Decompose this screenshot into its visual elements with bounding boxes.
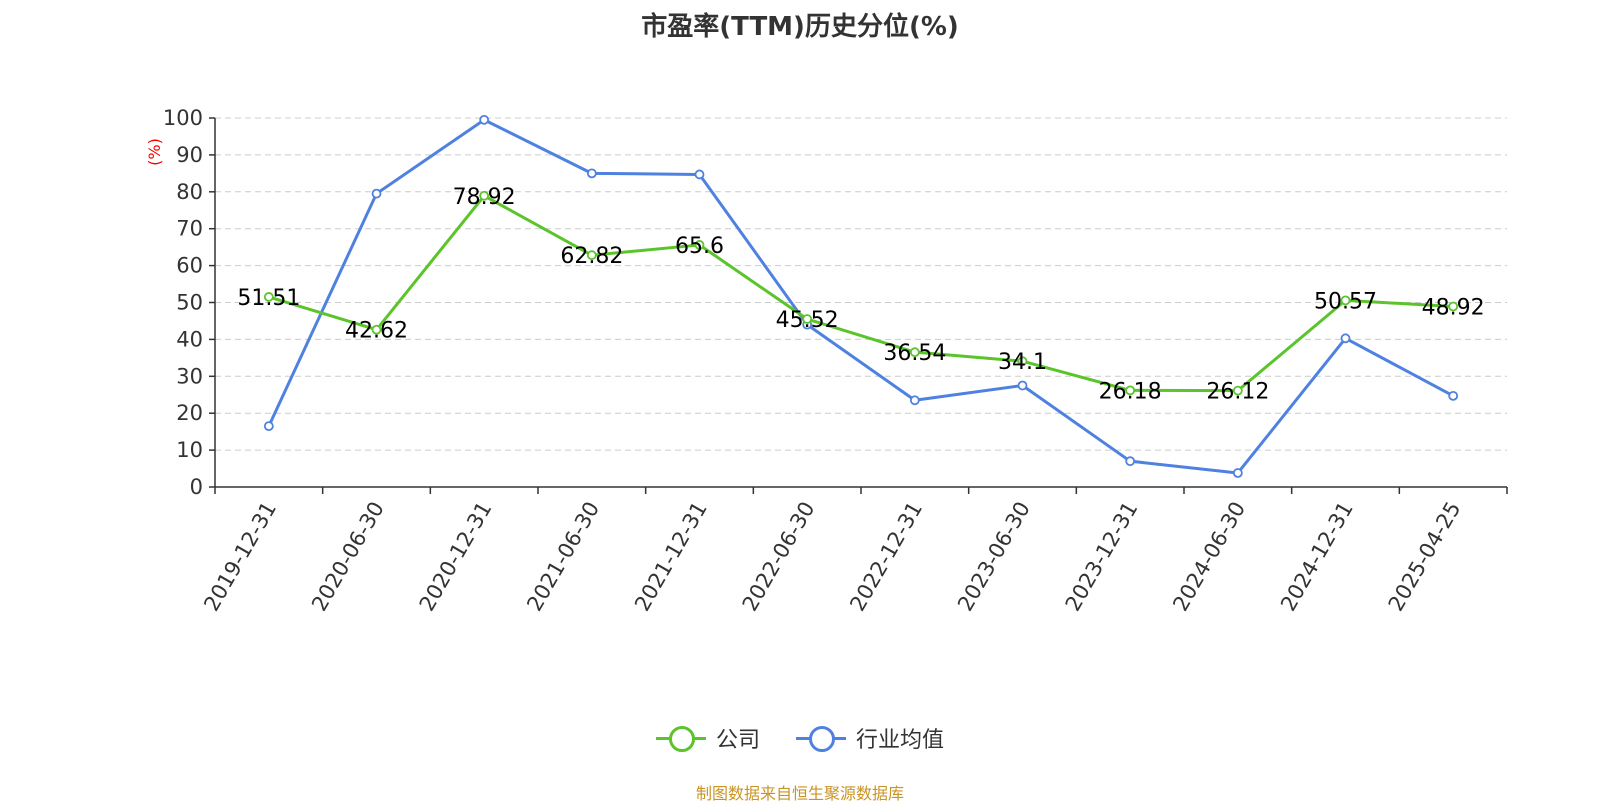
company-point: [1232, 385, 1243, 396]
legend: 公司 行业均值: [0, 722, 1600, 754]
chart-title: 市盈率(TTM)历史分位(%): [641, 12, 959, 42]
y-tick-label: 70: [176, 217, 203, 241]
legend-swatch-company: [655, 724, 706, 752]
x-tick-label: 2022-06-30: [738, 498, 820, 616]
industry-point: [909, 395, 920, 406]
data-label: 45.52: [776, 308, 839, 333]
data-label: 65.6: [675, 234, 724, 259]
company-point: [1340, 295, 1351, 306]
x-tick-label: 2022-12-31: [845, 498, 927, 616]
y-tick-label: 90: [176, 143, 203, 167]
industry-point: [1017, 380, 1028, 391]
data-label: 51.51: [237, 286, 300, 311]
axes: 0 10 20 30 40 50 60 70 80 90 100 (%) 2019-12-31 2020-…: [145, 106, 1508, 616]
industry-point: [1340, 333, 1351, 344]
industry-point: [479, 114, 490, 125]
x-tick-label: 2023-06-30: [953, 498, 1035, 616]
data-label: 78.92: [453, 185, 516, 210]
legend-label-company: 公司: [715, 728, 760, 753]
y-tick-label: 0: [190, 475, 203, 499]
company-point: [1448, 301, 1459, 312]
data-label: 26.18: [1099, 379, 1162, 404]
industry-point: [1448, 390, 1459, 401]
data-label: 36.54: [883, 341, 946, 366]
x-tick-label: 2021-12-31: [630, 498, 712, 616]
company-point: [1017, 356, 1028, 367]
industry-point: [1125, 456, 1136, 467]
company-point: [371, 324, 382, 335]
data-label: 26.12: [1206, 380, 1269, 405]
y-tick-label: 20: [176, 401, 203, 425]
data-label: 62.82: [560, 244, 623, 269]
grid-lines: [215, 117, 1507, 451]
data-label: 42.62: [345, 319, 408, 344]
source-note: 制图数据来自恒生聚源数据库: [695, 784, 904, 803]
y-tick-label: 60: [176, 254, 203, 278]
company-point: [909, 347, 920, 358]
company-point: [802, 314, 813, 324]
x-tick-label: 2021-06-30: [522, 498, 604, 616]
data-label: 48.92: [1422, 295, 1485, 320]
y-tick-label: 100: [163, 106, 203, 130]
x-tick-label: 2023-12-31: [1061, 498, 1143, 616]
company-point: [263, 292, 274, 302]
company-point: [1125, 385, 1136, 396]
y-tick-label: 30: [176, 364, 203, 388]
legend-item-company[interactable]: 公司: [655, 722, 760, 754]
y-axis-label: (%): [145, 138, 164, 166]
y-tick-label: 80: [176, 180, 203, 204]
series-lines: [263, 114, 1459, 478]
series-line-industry: [267, 118, 1454, 475]
x-tick-label: 2024-12-31: [1276, 498, 1358, 616]
company-point: [586, 250, 597, 261]
y-tick-label: 40: [176, 327, 203, 351]
company-point: [479, 190, 490, 201]
industry-point: [371, 188, 382, 199]
x-tick-label: 2020-12-31: [415, 498, 497, 616]
industry-point: [694, 169, 705, 180]
data-labels: 51.51 42.62 78.92 62.82 65.6 45.52 36.54 34.1 26…: [237, 185, 1484, 405]
legend-label-industry: 行业均值: [856, 728, 945, 753]
y-tick-label: 10: [176, 438, 203, 462]
legend-swatch-industry: [796, 724, 846, 752]
industry-point: [1232, 468, 1243, 478]
industry-point: [586, 168, 597, 179]
data-label: 34.1: [998, 350, 1047, 375]
legend-item-industry[interactable]: 行业均值: [796, 722, 944, 754]
company-point: [694, 240, 705, 250]
x-tick-label: 2020-06-30: [307, 498, 389, 616]
data-label: 50.57: [1314, 289, 1377, 314]
x-tick-label: 2019-12-31: [199, 498, 281, 616]
series-line-company: [268, 194, 1454, 393]
x-tick-label: 2025-04-25: [1384, 498, 1466, 616]
y-tick-label: 50: [176, 291, 203, 315]
x-tick-label: 2024-06-30: [1168, 498, 1250, 616]
industry-point: [263, 421, 274, 432]
